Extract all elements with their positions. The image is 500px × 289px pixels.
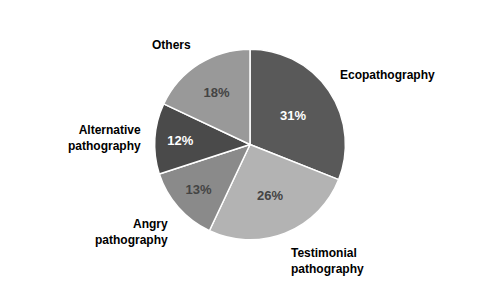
svg-text:Angrypathography: Angrypathography bbox=[95, 217, 168, 247]
svg-text:18%: 18% bbox=[203, 85, 229, 100]
svg-text:Ecopathography: Ecopathography bbox=[340, 68, 435, 82]
svg-text:Testimonialpathography: Testimonialpathography bbox=[291, 246, 364, 276]
svg-text:Others: Others bbox=[152, 38, 191, 52]
svg-text:26%: 26% bbox=[257, 188, 283, 203]
svg-text:13%: 13% bbox=[186, 182, 212, 197]
svg-text:31%: 31% bbox=[280, 108, 306, 123]
svg-text:12%: 12% bbox=[167, 133, 193, 148]
svg-text:Alternativepathography: Alternativepathography bbox=[68, 123, 141, 153]
